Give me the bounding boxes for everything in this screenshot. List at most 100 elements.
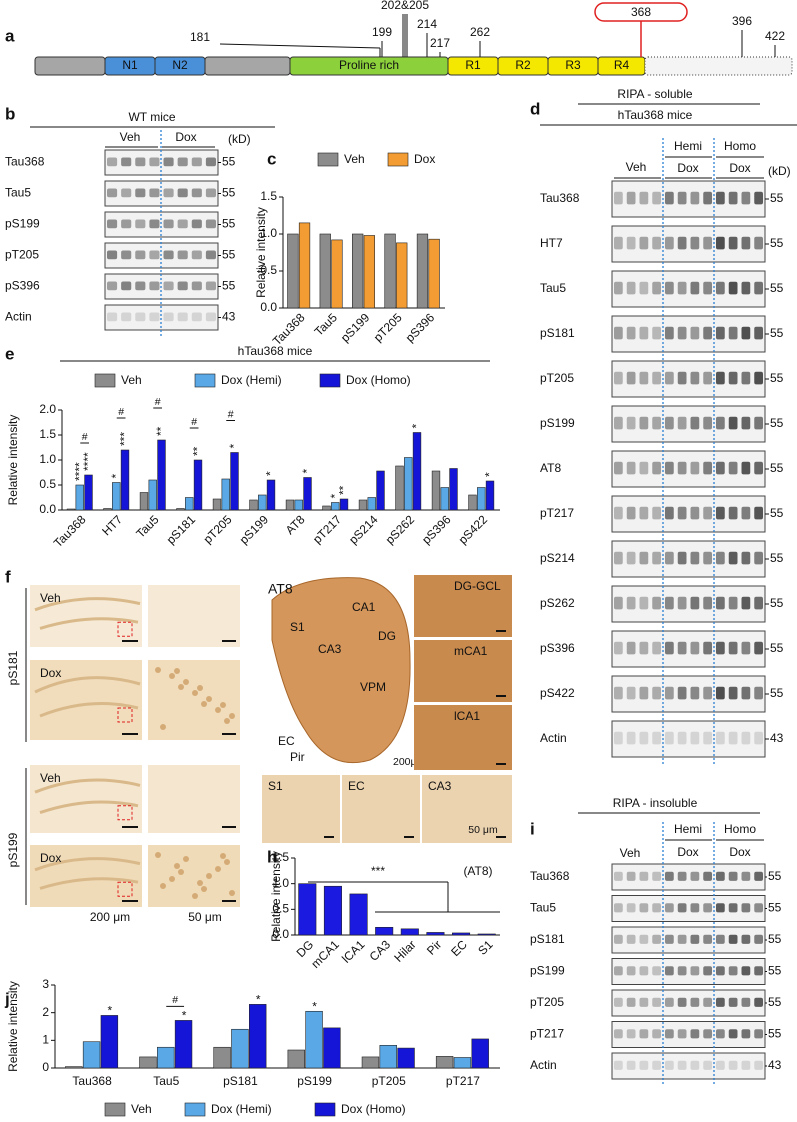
bar [375,926,394,936]
blot-band [149,281,160,291]
blot-band [149,250,160,260]
bar [82,1041,101,1069]
blot-band [690,371,700,385]
blot-band [741,641,751,655]
blot-band [716,934,725,944]
legend-swatch [194,373,216,388]
stain-dot [178,869,184,875]
bar [477,487,486,511]
blot-band [741,191,751,205]
blot-band [177,250,188,260]
blot-band [163,188,174,198]
bar [100,1015,119,1069]
blot-band [626,997,636,1007]
blot-band [690,731,700,745]
bar [176,508,185,511]
blot-band [626,1060,636,1070]
bar [323,885,342,936]
blot-band [677,416,687,430]
blot-band [703,191,712,205]
kd-label: 43 [770,731,784,745]
blot-band [690,551,700,565]
treatment-label: Dox [729,845,750,859]
x-tick-label: Tau5 [133,512,162,541]
panel-letter: f [5,567,11,586]
bar [65,1066,83,1069]
x-tick-label: pS422 [456,512,491,547]
blot-band [754,871,763,881]
blot-band [754,416,763,430]
blot-band [754,461,763,475]
blot-band [716,966,725,976]
roi-box [117,805,133,821]
blot-frame [611,1052,766,1080]
scale-bar-label: 200 μm [90,910,130,924]
blot-band [205,281,216,291]
blot-band [652,731,661,745]
blot-band [728,461,738,475]
blot-band [107,188,118,198]
blot-band [728,416,738,430]
legend-label: Veh [131,1102,152,1116]
site-label: 199 [372,25,392,39]
blot-title: hTau368 mice [618,108,693,122]
kd-label: 55 [222,186,236,200]
blot-band [754,966,763,976]
blot-band [614,997,623,1007]
y-tick-label: 1.0 [260,226,277,240]
blot-band [754,1029,763,1039]
blot-band [121,281,132,291]
blot-band [665,236,674,250]
blot-row-label: pS199 [5,217,40,231]
x-tick-label: pS396 [419,512,454,547]
treatment-label: Dox [729,161,750,175]
bar [75,484,84,511]
bar [112,482,121,511]
blot-band [754,1060,763,1070]
tissue-outline [34,857,141,890]
blot-band [107,312,118,322]
blot-band [677,934,687,944]
blot-band [703,371,712,385]
scale-bar-label: 50 μm [188,910,222,924]
stain-dot [229,890,235,896]
blot-band [728,966,738,976]
blot-band [754,934,763,944]
domain-segment [204,56,291,76]
blot-band [741,596,751,610]
significance-label: ** [337,485,351,495]
stain-dot [160,724,166,730]
legend-swatch [94,373,116,388]
significance-label: * [410,424,424,429]
blot-row-label: pS262 [540,596,575,610]
treatment-label: Dox [677,845,698,859]
blot-band [665,731,674,745]
group-label: Homo [724,822,756,836]
x-tick-label: pS199 [297,1074,332,1088]
blot-band [677,551,687,565]
blot-band [728,1060,738,1070]
blot-row-label: HT7 [540,236,563,250]
region-label: CA3 [318,642,342,656]
blot-band [121,157,132,167]
kd-label: 55 [770,596,784,610]
kd-label: 55 [222,155,236,169]
blot-band [716,281,725,295]
tissue-outline [34,778,141,815]
blot-band [626,686,636,700]
blot-band [690,1060,700,1070]
bar [397,1047,415,1069]
blot-band [614,596,623,610]
blot-band [626,1029,636,1039]
domain-segment [644,56,793,76]
blot-band [677,326,687,340]
legend-label: Dox (Homo) [346,373,411,387]
significance-label: **** [81,452,95,471]
inset-label: lCA1 [454,709,480,723]
scale-bar-label: 50 μm [468,824,498,836]
stain-dot [224,718,230,724]
blot-band [639,641,649,655]
blot-band [639,551,649,565]
inset-label: EC [348,779,365,793]
micrograph-zoom [148,765,240,833]
